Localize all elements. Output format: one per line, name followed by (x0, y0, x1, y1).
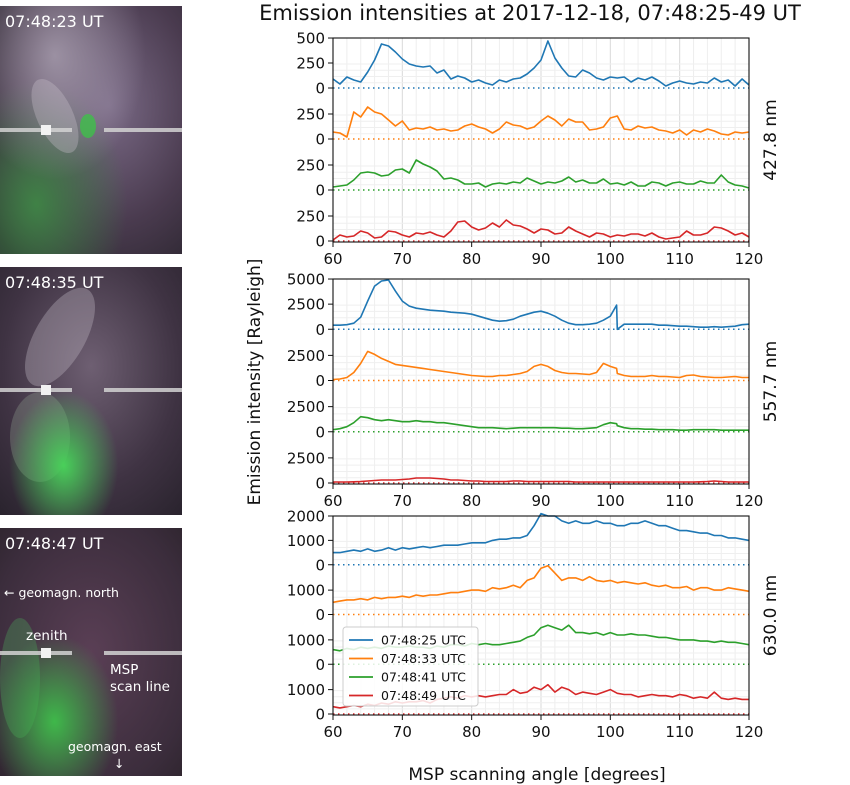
series-line-3 (332, 415, 749, 432)
x-tick-label: 70 (393, 250, 412, 268)
legend-entry: 07:48:41 UTC (381, 670, 466, 685)
x-tick-label: 70 (393, 492, 412, 510)
y-tick-label: 0 (315, 131, 325, 149)
x-tick-label: 100 (596, 723, 625, 741)
msp-scan-line (104, 388, 182, 392)
x-tick-label: 90 (531, 492, 550, 510)
y-tick-label: 0 (315, 656, 325, 674)
allsky-photo-1: 07:48:23 UT (0, 6, 182, 254)
x-tick-label: 120 (735, 250, 764, 268)
wavelength-label: 557.7 nm (761, 341, 781, 422)
y-tick-label: 1000 (287, 582, 325, 600)
y-axis-label: Emission intensity [Rayleigh] (245, 259, 265, 506)
x-tick-label: 80 (462, 723, 481, 741)
x-axis-label: MSP scanning angle [degrees] (408, 765, 665, 785)
series-line-4 (332, 219, 750, 241)
y-tick-label: 0 (315, 556, 325, 574)
msp-scan-line (0, 128, 72, 132)
allsky-photo-3: 07:48:47 UT ← geomagn. north zenith MSP … (0, 528, 182, 776)
photo-timestamp: 07:48:23 UT (5, 12, 104, 31)
y-tick-label: 0 (315, 475, 325, 493)
y-tick-label: 0 (315, 423, 325, 441)
y-tick-label: 0 (315, 321, 325, 339)
y-tick-label: 0 (315, 80, 325, 98)
zenith-marker (41, 125, 51, 135)
msp-scan-line (0, 388, 72, 392)
zenith-marker (41, 385, 51, 395)
x-tick-label: 80 (462, 250, 481, 268)
y-tick-label: 250 (296, 55, 325, 73)
geomagnetic-north-label: ← geomagn. north (4, 585, 119, 600)
y-tick-label: 1000 (287, 532, 325, 550)
series-line-2 (332, 564, 750, 604)
series-line-1 (332, 40, 750, 87)
y-tick-label: 2000 (287, 507, 325, 525)
down-arrow-icon: ↓ (114, 756, 125, 771)
wavelength-label: 427.8 nm (761, 99, 781, 180)
x-tick-label: 80 (462, 492, 481, 510)
series-line-2 (332, 350, 749, 381)
x-tick-label: 90 (531, 250, 550, 268)
msp-scan-line (104, 651, 182, 655)
x-tick-label: 60 (323, 492, 342, 510)
y-tick-label: 2500 (287, 449, 325, 467)
x-tick-label: 120 (735, 723, 764, 741)
msp-label: MSP (110, 662, 139, 678)
legend-entry: 07:48:33 UTC (381, 651, 466, 666)
y-tick-label: 2500 (287, 398, 325, 416)
photo-timestamp: 07:48:47 UT (5, 534, 104, 553)
zenith-label: zenith (26, 628, 68, 644)
y-tick-label: 250 (296, 208, 325, 226)
x-tick-label: 110 (665, 723, 694, 741)
y-tick-label: 0 (315, 372, 325, 390)
series-line-2 (332, 106, 750, 138)
y-tick-label: 2500 (287, 347, 325, 365)
chart-title: Emission intensities at 2017-12-18, 07:4… (259, 1, 801, 25)
y-tick-label: 5000 (287, 271, 325, 289)
y-tick-label: 0 (315, 182, 325, 200)
legend-entry: 07:48:49 UTC (381, 688, 466, 703)
y-tick-label: 0 (315, 706, 325, 724)
x-tick-label: 110 (665, 492, 694, 510)
y-tick-label: 250 (296, 157, 325, 175)
msp-scan-line (104, 128, 182, 132)
y-tick-label: 250 (296, 106, 325, 124)
panel-2: 0 2500 5000 0 2500 0 2500 0 2500 60 70 80 90 100 110 12… (287, 271, 781, 510)
msp-scan-line (0, 651, 72, 655)
series-line-1 (333, 512, 750, 554)
x-tick-label: 90 (531, 723, 550, 741)
y-tick-label: 0 (315, 606, 325, 624)
geomagnetic-east-label: geomagn. east (68, 739, 162, 754)
y-tick-label: 1000 (287, 681, 325, 699)
x-tick-label: 120 (735, 492, 764, 510)
x-tick-label: 60 (323, 723, 342, 741)
x-tick-label: 60 (323, 250, 342, 268)
photo-timestamp: 07:48:35 UT (5, 273, 104, 292)
x-tick-label: 110 (665, 250, 694, 268)
y-tick-label: 0 (315, 233, 325, 251)
y-tick-label: 500 (296, 30, 325, 48)
y-tick-label: 2500 (287, 296, 325, 314)
x-tick-label: 100 (596, 250, 625, 268)
series-line-1 (333, 279, 750, 331)
allsky-photo-2: 07:48:35 UT (0, 267, 182, 515)
series-line-4 (333, 477, 749, 483)
zenith-marker (41, 648, 51, 658)
scan-line-label: scan line (110, 679, 170, 695)
legend-box (342, 626, 479, 707)
legend: 07:48:25 UTC 07:48:33 UTC 07:48:41 UTC 07:4… (342, 626, 479, 707)
panel-1: 0 250 500 0 250 0 250 0 250 60 70 80 90 100 110 120 427.… (296, 30, 781, 268)
x-tick-label: 70 (393, 723, 412, 741)
legend-entry: 07:48:25 UTC (381, 633, 466, 648)
wavelength-label: 630.0 nm (761, 575, 781, 656)
series-line-3 (332, 159, 750, 189)
y-tick-label: 1000 (287, 631, 325, 649)
x-tick-label: 100 (596, 492, 625, 510)
